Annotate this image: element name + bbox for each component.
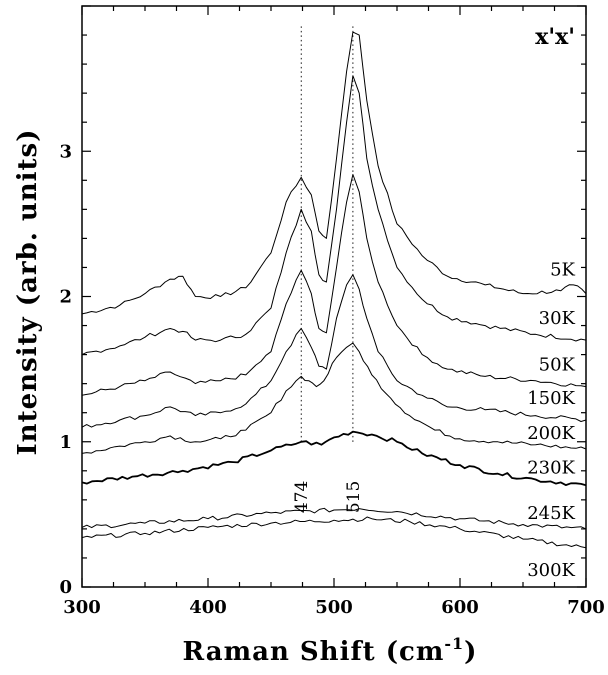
- peak-label-515: 515: [344, 481, 364, 513]
- y-tick-label: 2: [59, 287, 72, 308]
- series-label-30k: 30K: [539, 308, 576, 329]
- series-label-230k: 230K: [527, 457, 575, 478]
- series-line-245k: [82, 508, 586, 529]
- series-labels: 5K 30K 50K 150K 200K 230K 245K 300K: [527, 260, 575, 581]
- series-lines: [82, 32, 586, 548]
- x-axis-title-main: Raman Shift (cm: [183, 637, 445, 667]
- x-tick-label: 400: [189, 597, 227, 618]
- series-label-300k: 300K: [527, 560, 575, 581]
- y-axis-title: Intensity (arb. units): [13, 129, 43, 456]
- x-tick-label: 600: [441, 597, 479, 618]
- plot-border: [82, 6, 586, 587]
- series-line-150k: [82, 275, 586, 428]
- y-tick-label: 3: [59, 141, 72, 162]
- series-line-50k: [82, 175, 586, 396]
- y-axis-ticks: 0 1 2 3: [59, 6, 586, 598]
- peak-labels: 474 515: [292, 481, 364, 513]
- y-tick-label: 0: [59, 577, 72, 598]
- series-label-150k: 150K: [527, 388, 575, 409]
- series-label-5k: 5K: [550, 260, 575, 281]
- series-line-5k: [82, 32, 586, 314]
- x-tick-label: 500: [315, 597, 353, 618]
- y-tick-label: 1: [59, 432, 72, 453]
- x-tick-label: 700: [567, 597, 605, 618]
- panel-label: x'x': [535, 24, 575, 50]
- series-line-30k: [82, 76, 586, 355]
- x-axis-title: Raman Shift (cm-1): [183, 634, 478, 667]
- series-label-200k: 200K: [527, 423, 575, 444]
- x-axis-title-sup: -1: [444, 634, 464, 653]
- series-label-50k: 50K: [539, 355, 576, 376]
- x-tick-label: 300: [63, 597, 101, 618]
- x-axis-ticks: 300 400 500 600 700: [63, 6, 605, 618]
- series-line-300k: [82, 517, 586, 548]
- x-axis-title-suffix: ): [464, 637, 477, 667]
- peak-label-474: 474: [292, 481, 312, 513]
- plot-frame: [82, 6, 586, 587]
- series-label-245k: 245K: [527, 503, 575, 524]
